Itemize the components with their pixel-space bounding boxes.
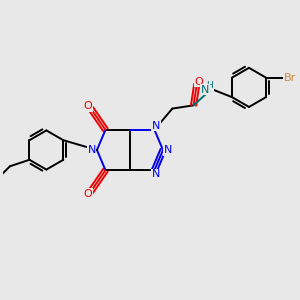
Text: O: O xyxy=(84,101,93,111)
Text: N: N xyxy=(152,169,160,179)
Text: N: N xyxy=(164,145,172,155)
Text: H: H xyxy=(206,81,213,90)
Text: N: N xyxy=(152,121,160,131)
Text: N: N xyxy=(201,85,209,95)
Text: Br: Br xyxy=(284,73,296,82)
Text: N: N xyxy=(88,145,96,155)
Text: O: O xyxy=(194,76,203,86)
Text: O: O xyxy=(84,189,93,199)
